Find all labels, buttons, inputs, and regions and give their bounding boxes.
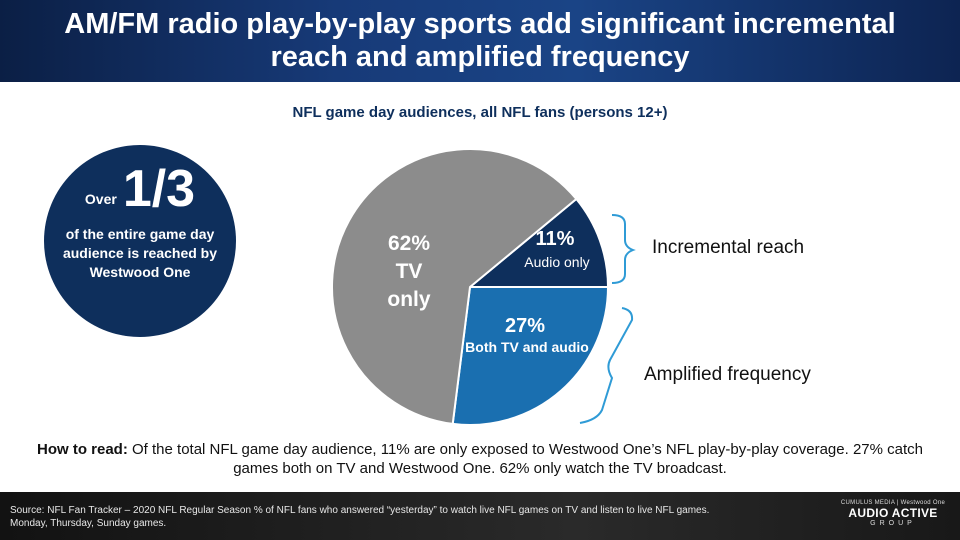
both-slice-label-box: Both TV and audio	[465, 339, 589, 355]
audio-slice-label: Audio only	[524, 254, 589, 270]
callout-big-number: 1/3	[122, 160, 196, 218]
slide-footer: Source: NFL Fan Tracker – 2020 NFL Regul…	[0, 492, 960, 540]
brand-small-text: CUMULUS MEDIA | Westwood One	[840, 500, 946, 506]
audio-active-group-logo: CUMULUS MEDIA | Westwood One AUDIO ACTIV…	[838, 500, 948, 527]
both-slice-value: 27%	[505, 315, 545, 337]
incremental-reach-bracket	[611, 214, 636, 284]
callout-prefix: Over	[84, 191, 117, 207]
brand-group: GROUP	[870, 520, 916, 527]
how-to-read-note: How to read: Of the total NFL game day a…	[30, 440, 930, 478]
audio-slice-value: 11%	[536, 228, 575, 250]
slide-header: AM/FM radio play-by-play sports add sign…	[0, 0, 960, 82]
how-to-read-label: How to read:	[37, 441, 128, 458]
how-to-read-text: Of the total NFL game day audience, 11% …	[127, 441, 923, 477]
both-slice-label: Both TV and audio	[465, 339, 589, 355]
slide-title: AM/FM radio play-by-play sports add sign…	[64, 8, 896, 73]
source-note: Source: NFL Fan Tracker – 2020 NFL Regul…	[10, 505, 710, 529]
tv-slice-value: 62%	[388, 232, 430, 255]
pie-slice-both	[451, 286, 610, 426]
tv-slice-label-line1: TV	[396, 260, 423, 283]
pie-slice-tv-only	[331, 148, 578, 426]
pie-slice-audio-only	[467, 197, 610, 288]
callout-text: of the entire game day audience is reach…	[62, 226, 218, 280]
chart-title: NFL game day audiences, all NFL fans (pe…	[292, 104, 668, 121]
amplified-frequency-label: Amplified frequency	[644, 364, 811, 385]
incremental-reach-label: Incremental reach	[652, 237, 804, 258]
tv-slice-label-line2: only	[387, 288, 430, 311]
amplified-frequency-bracket	[579, 307, 634, 424]
reach-callout-circle: Over 1/3 of the entire game day audience…	[44, 145, 236, 337]
brand-name: AUDIO ACTIVE	[848, 506, 938, 520]
